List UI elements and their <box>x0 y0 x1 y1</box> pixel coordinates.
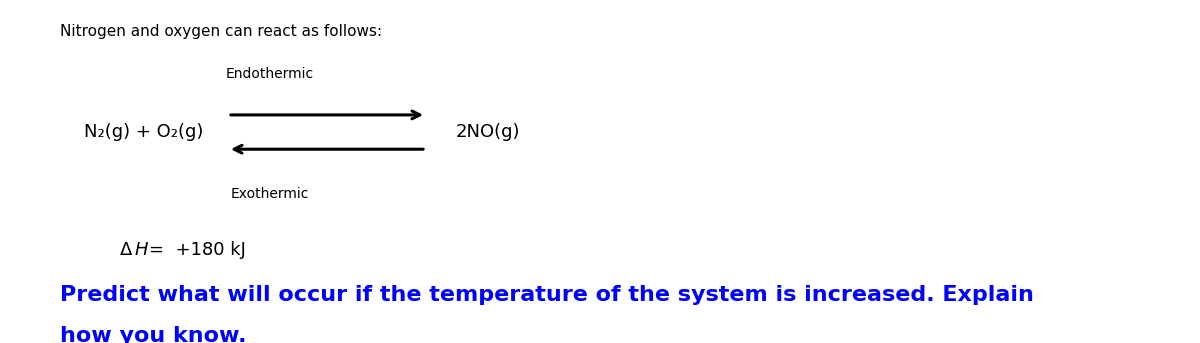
Text: Endothermic: Endothermic <box>226 67 314 81</box>
Text: Predict what will occur if the temperature of the system is increased. Explain: Predict what will occur if the temperatu… <box>60 285 1034 305</box>
Text: Δ: Δ <box>120 241 132 259</box>
Text: Exothermic: Exothermic <box>230 187 310 201</box>
Text: how you know.: how you know. <box>60 326 246 343</box>
Text: Nitrogen and oxygen can react as follows:: Nitrogen and oxygen can react as follows… <box>60 24 382 39</box>
Text: H: H <box>134 241 148 259</box>
Text: =  +180 kJ: = +180 kJ <box>149 241 246 259</box>
Text: N₂(g) + O₂(g): N₂(g) + O₂(g) <box>84 123 203 141</box>
Text: 2NO(g): 2NO(g) <box>456 123 521 141</box>
